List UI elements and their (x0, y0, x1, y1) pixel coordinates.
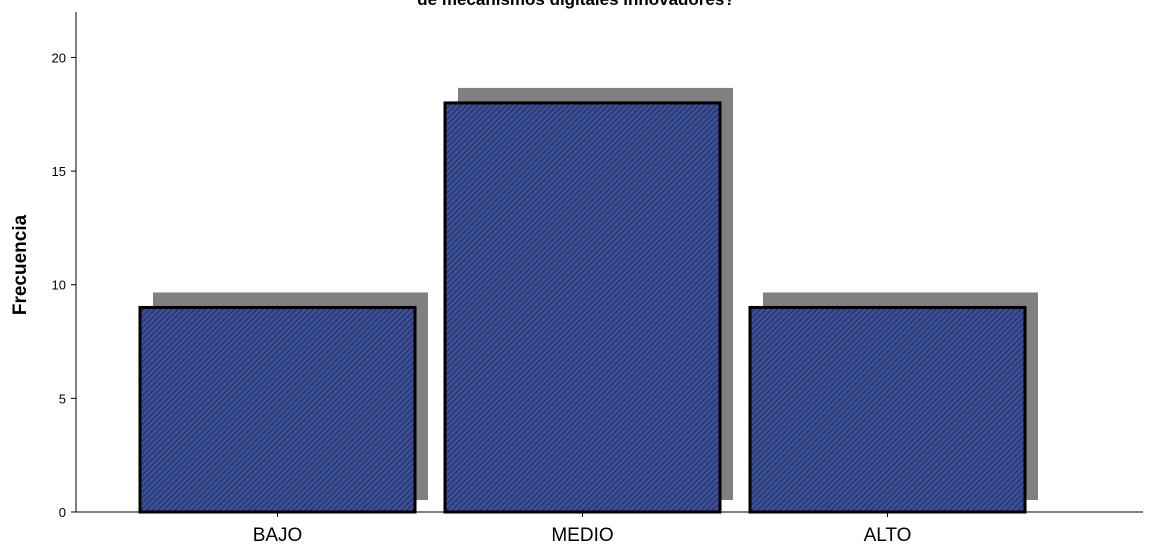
y-tick-label: 5 (59, 391, 66, 406)
bars (138, 101, 1027, 514)
bar-medio (443, 101, 722, 514)
y-tick-label: 15 (52, 164, 66, 179)
y-axis-label: Frecuencia (10, 214, 31, 315)
x-tick-label-bajo: BAJO (253, 525, 303, 545)
y-tick-label: 20 (52, 50, 66, 65)
chart-title: de mecanismos digitales innovadores? (417, 0, 734, 9)
x-axis-ticks: BAJO MEDIO ALTO (253, 512, 912, 545)
bar-alto (748, 305, 1027, 514)
x-tick-label-medio: MEDIO (551, 525, 613, 545)
y-tick-label: 0 (59, 505, 66, 520)
y-axis-ticks: 0 5 10 15 20 (52, 50, 76, 520)
y-tick-label: 10 (52, 278, 66, 293)
x-tick-label-alto: ALTO (864, 525, 912, 545)
bar-bajo (138, 305, 417, 514)
